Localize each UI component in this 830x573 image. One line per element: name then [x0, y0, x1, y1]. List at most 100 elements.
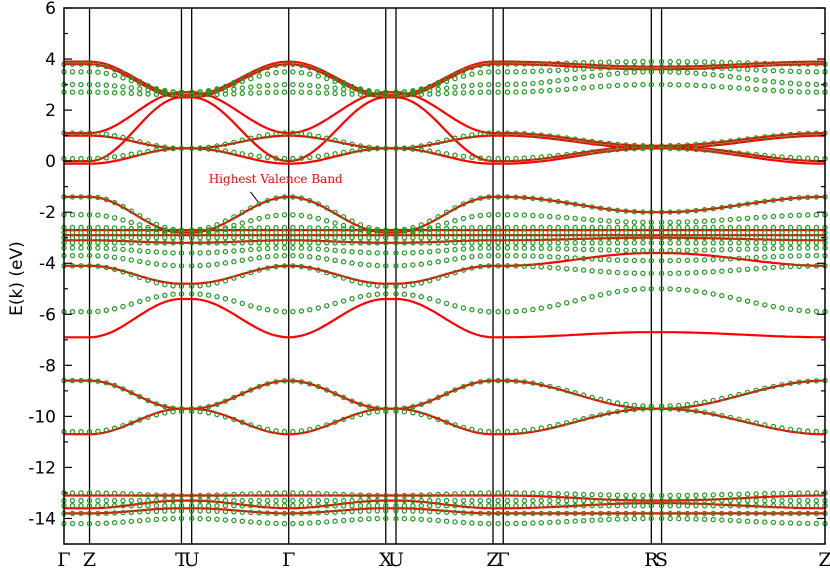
band-point	[538, 79, 545, 86]
band-point	[401, 492, 408, 499]
band-point	[762, 198, 768, 205]
band-point	[374, 497, 380, 504]
band-point	[443, 85, 450, 91]
band-point	[580, 66, 587, 72]
band-point	[248, 256, 254, 262]
band-point	[120, 386, 126, 392]
band-point	[606, 71, 612, 77]
band-point	[264, 381, 271, 387]
band-point	[290, 497, 296, 504]
band-point	[597, 217, 604, 224]
band-point	[366, 240, 372, 246]
band-point	[564, 151, 570, 158]
band-point	[162, 249, 168, 256]
band-point	[538, 497, 545, 504]
band-point	[504, 497, 511, 504]
band-point	[667, 63, 673, 70]
band-point	[693, 503, 699, 509]
band-point	[589, 394, 595, 401]
band-point	[95, 224, 101, 231]
band-point	[153, 516, 160, 523]
band-point	[111, 246, 118, 252]
band-point	[290, 155, 296, 162]
band-point	[460, 255, 467, 261]
band-point	[460, 67, 467, 74]
band-point	[69, 240, 76, 246]
band-point	[86, 194, 93, 200]
band-point	[248, 269, 254, 276]
band-point	[340, 416, 347, 423]
band-point	[676, 503, 682, 509]
band-point	[248, 234, 254, 241]
band-point	[614, 240, 621, 246]
band-point	[469, 229, 475, 236]
band-point	[95, 245, 101, 251]
band-point	[188, 508, 195, 514]
band-point	[374, 227, 380, 233]
band-point	[787, 68, 794, 75]
band-point	[214, 226, 220, 233]
band-point	[315, 229, 321, 236]
band-point	[145, 492, 151, 498]
band-point	[658, 492, 665, 499]
band-point	[357, 229, 364, 236]
band-point	[736, 137, 742, 143]
band-point	[779, 497, 785, 504]
band-point	[727, 503, 734, 509]
band-point	[418, 516, 424, 523]
band-point	[693, 59, 699, 65]
band-point	[504, 520, 511, 527]
band-point	[307, 225, 313, 231]
band-point	[796, 253, 802, 259]
band-point	[366, 91, 372, 98]
band-point	[349, 248, 355, 255]
band-point	[787, 131, 794, 138]
band-point	[340, 259, 347, 265]
band-point	[813, 428, 820, 435]
band-point	[787, 240, 794, 246]
band-point	[332, 78, 338, 85]
band-point	[178, 492, 185, 499]
band-point	[178, 229, 185, 236]
band-points-31	[61, 263, 828, 289]
band-point	[538, 305, 545, 311]
band-point	[719, 246, 725, 253]
band-point	[128, 219, 134, 226]
band-point	[231, 81, 237, 87]
band-point	[623, 59, 629, 65]
band-point	[273, 503, 279, 509]
band-point	[770, 503, 777, 509]
band-point	[170, 291, 176, 297]
band-point	[736, 518, 742, 524]
band-point	[710, 291, 716, 297]
band-point	[648, 503, 655, 509]
band-point	[452, 246, 458, 253]
band-point	[701, 64, 708, 71]
band-point	[606, 234, 612, 241]
band-point	[443, 491, 450, 497]
band-point	[719, 224, 725, 231]
band-point	[770, 67, 777, 74]
band-point	[710, 65, 716, 71]
band-point	[197, 227, 203, 233]
band-point	[231, 503, 237, 509]
band-point	[648, 209, 655, 215]
band-point	[357, 261, 364, 267]
band-point	[393, 145, 399, 152]
band-point	[248, 509, 254, 516]
band-point	[290, 212, 296, 218]
band-point	[349, 83, 355, 90]
y-tick-label: 0	[45, 152, 56, 172]
band-point	[188, 234, 195, 241]
band-point	[805, 224, 811, 231]
band-point	[701, 229, 708, 236]
band-point	[486, 240, 492, 246]
band-point	[736, 267, 742, 273]
band-point	[256, 73, 262, 79]
band-point	[727, 267, 734, 274]
band-point	[435, 240, 441, 246]
band-point	[640, 247, 646, 254]
kpoint-label: U	[388, 549, 404, 571]
band-point	[128, 151, 134, 157]
band-point	[281, 81, 288, 88]
